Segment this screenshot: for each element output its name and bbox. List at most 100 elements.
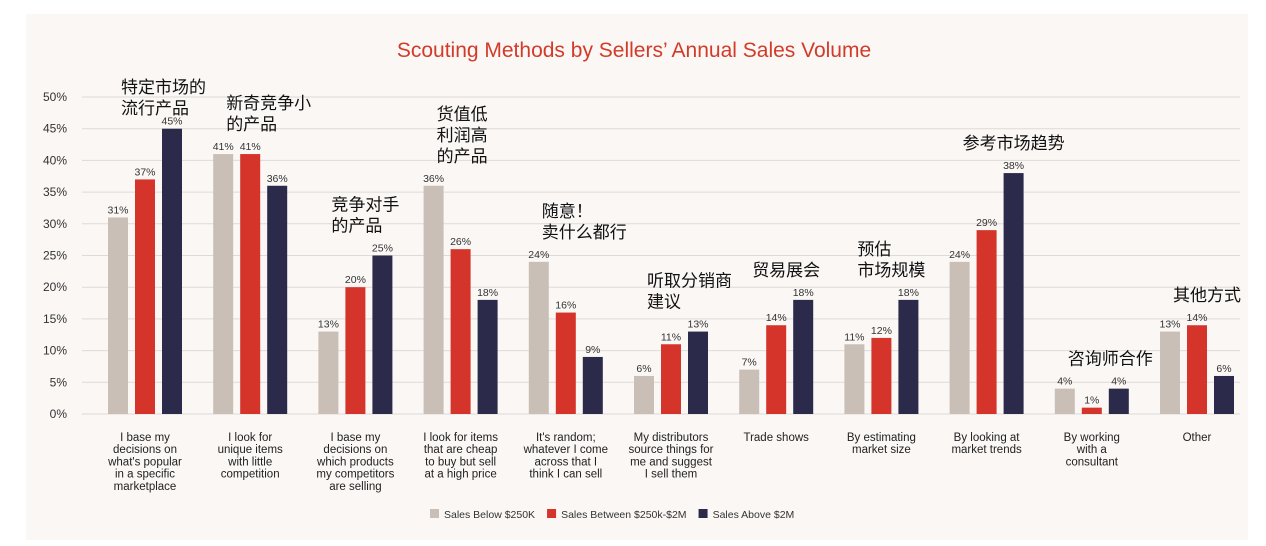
data-label: 36%	[423, 173, 444, 185]
data-label: 11%	[844, 331, 864, 343]
annotation: 参考市场趋势	[963, 134, 1065, 154]
y-tick-label: 30%	[43, 217, 67, 231]
bar	[1003, 173, 1024, 414]
y-tick-label: 15%	[43, 312, 67, 326]
annotation: 随意！卖什么都行	[542, 202, 627, 243]
annotation: 特定市场的流行产品	[121, 78, 206, 119]
data-label: 13%	[1159, 319, 1180, 331]
bar	[162, 128, 182, 414]
legend-swatch	[547, 509, 557, 518]
legend-label: Sales Below $250K	[444, 509, 535, 521]
bar	[135, 179, 155, 414]
data-label: 45%	[161, 116, 182, 128]
bar	[739, 369, 760, 414]
bar	[793, 299, 814, 414]
bar	[634, 375, 654, 414]
data-label: 11%	[661, 331, 681, 343]
annotation: 其他方式	[1173, 286, 1241, 306]
data-label: 6%	[636, 363, 651, 375]
bar	[108, 217, 128, 414]
data-label: 4%	[1111, 376, 1126, 388]
annotation: 预估市场规模	[857, 240, 925, 281]
bar	[1187, 325, 1207, 414]
annotation: 咨询师合作	[1068, 350, 1153, 370]
category-label: I base my decisions on which products my co…	[316, 432, 395, 493]
data-label: 4%	[1057, 376, 1072, 388]
data-label: 13%	[687, 319, 708, 331]
data-label: 16%	[555, 300, 576, 312]
legend-label: Sales Between $250k-$2M	[561, 509, 687, 521]
bar	[898, 299, 919, 414]
data-label: 36%	[267, 173, 288, 185]
data-label: 1%	[1084, 395, 1099, 407]
category-label: It's random; whatever I come across that I…	[523, 432, 608, 481]
y-tick-label: 10%	[43, 344, 67, 358]
bar	[528, 261, 549, 414]
data-label: 7%	[742, 357, 757, 369]
bar	[1054, 388, 1075, 414]
legend-item: Sales Between $250k-$2M	[547, 509, 687, 521]
data-label: 14%	[1186, 312, 1207, 324]
y-axis: 0% 5% 10% 15% 20% 25% 30% 35% 40% 45% 50%	[43, 90, 67, 421]
category-label: By estimating market size	[847, 432, 916, 456]
bar	[423, 185, 444, 414]
bar	[1160, 331, 1180, 414]
bar	[766, 325, 787, 414]
x-axis-category-labels: I base my decisions on what's popular in a …	[107, 432, 1211, 493]
annotation: 竞争对手的产品	[331, 196, 399, 237]
bar	[477, 299, 498, 414]
y-tick-label: 40%	[43, 153, 67, 167]
data-label: 12%	[871, 325, 892, 337]
legend: Sales Below $250K Sales Between $250k-$2M…	[430, 509, 794, 521]
bar	[345, 287, 366, 414]
data-label: 24%	[949, 249, 970, 261]
data-labels: 31% 41% 13% 36% 24% 6% 7% 11% 24% 4% 13% 37% 41% 20% 2…	[107, 116, 1231, 407]
y-tick-label: 5%	[50, 375, 68, 389]
data-label: 18%	[793, 287, 814, 299]
annotation: 贸易展会	[752, 261, 820, 281]
data-label: 25%	[372, 243, 393, 255]
y-tick-label: 35%	[43, 185, 67, 199]
y-tick-label: 0%	[50, 407, 68, 421]
bars	[108, 128, 1234, 414]
bar	[240, 154, 261, 414]
bar	[213, 154, 234, 414]
category-label: My distributors source things for me and s…	[628, 432, 713, 481]
annotation: 新奇竞争小的产品	[226, 94, 311, 135]
data-label: 18%	[477, 287, 498, 299]
category-label: Other	[1183, 432, 1212, 444]
bar	[1214, 375, 1234, 414]
data-label: 6%	[1216, 363, 1231, 375]
y-tick-label: 50%	[43, 90, 67, 104]
chinese-annotations: 特定市场的流行产品 新奇竞争小的产品竞争对手的产品货值低利润高的产品随意！卖什么都…	[121, 78, 1241, 370]
legend-swatch	[698, 509, 708, 518]
data-label: 14%	[766, 312, 787, 324]
chart-title: Scouting Methods by Sellers’ Annual Sale…	[397, 39, 871, 62]
bar	[555, 312, 576, 414]
data-label: 18%	[898, 287, 919, 299]
data-label: 37%	[134, 166, 155, 178]
data-label: 38%	[1003, 160, 1024, 172]
data-label: 41%	[213, 141, 234, 153]
data-label: 26%	[450, 236, 471, 248]
data-label: 31%	[107, 204, 128, 216]
data-label: 20%	[345, 274, 366, 286]
data-label: 24%	[528, 249, 549, 261]
y-tick-label: 20%	[43, 280, 67, 294]
data-label: 29%	[976, 217, 997, 229]
legend-label: Sales Above $2M	[713, 509, 795, 521]
legend-swatch	[430, 509, 439, 518]
bar	[976, 230, 997, 414]
data-label: 41%	[240, 141, 261, 153]
y-tick-label: 25%	[43, 249, 67, 263]
bar	[844, 344, 865, 414]
category-label: I base my decisions on what's popular in a …	[107, 432, 182, 493]
category-label: Trade shows	[743, 432, 809, 444]
bar	[450, 249, 471, 414]
annotation: 货值低利润高的产品	[437, 105, 488, 167]
legend-item: Sales Above $2M	[698, 509, 795, 521]
bar	[661, 344, 681, 414]
bar	[267, 185, 288, 414]
bar	[949, 261, 970, 414]
bar	[582, 356, 603, 414]
